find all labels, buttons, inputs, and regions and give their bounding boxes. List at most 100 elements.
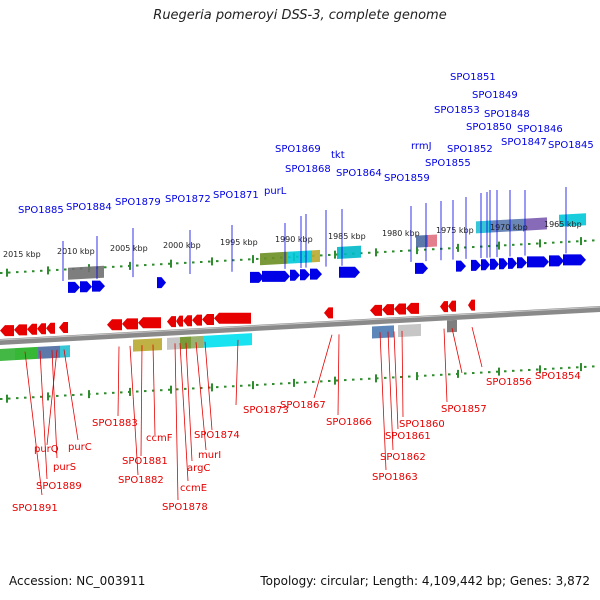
tick-dot [144, 390, 147, 393]
tick-mark [293, 378, 295, 387]
tick-dot [504, 370, 507, 373]
reverse-gene-label: SPO1878 [162, 502, 208, 513]
tick-dot [224, 259, 227, 262]
tick-dot [224, 385, 227, 388]
annotation-track [416, 234, 428, 248]
forward-gene-label: SPO1884 [66, 202, 112, 213]
forward-gene-arrow [517, 257, 527, 269]
reverse-leader [179, 343, 189, 482]
reverse-leader [152, 344, 156, 436]
forward-gene-arrow [456, 260, 466, 272]
reverse-gene-arrow [37, 323, 46, 335]
annotation-track [287, 250, 312, 264]
annotation-track [398, 323, 421, 338]
tick-mark [211, 257, 213, 266]
reverse-gene-arrow [46, 322, 55, 334]
tick-mark [375, 374, 377, 383]
tick-dot [400, 250, 403, 252]
tick-dot [8, 271, 11, 274]
tick-dot [352, 378, 355, 381]
reverse-gene-label: SPO1883 [92, 418, 138, 429]
tick-dot [96, 392, 99, 395]
reverse-leader [51, 350, 58, 459]
reverse-gene-label: SPO1861 [385, 431, 431, 442]
reverse-gene-label: purC [68, 442, 92, 453]
forward-gene-label: SPO1845 [548, 140, 594, 151]
reverse-gene-label: SPO1863 [372, 472, 418, 483]
tick-dot [184, 261, 187, 264]
tick-dot [40, 269, 43, 272]
tick-dot [160, 389, 163, 392]
forward-gene-arrow [290, 269, 300, 281]
reverse-gene-arrow [214, 312, 251, 324]
tick-dot [472, 372, 475, 375]
tick-dot [56, 268, 59, 271]
reverse-leader [174, 343, 179, 501]
reverse-leader [235, 339, 239, 406]
forward-gene-label: SPO1869 [275, 144, 321, 155]
forward-gene-label: tkt [331, 150, 345, 161]
forward-gene-label: SPO1851 [450, 72, 496, 83]
tick-dot [32, 270, 35, 273]
tick-dot [8, 397, 11, 400]
tick-dot [464, 372, 467, 375]
reverse-gene-arrow [107, 319, 122, 331]
tick-dot [64, 268, 67, 271]
forward-gene-label: SPO1847 [501, 137, 547, 148]
tick-dot [328, 379, 331, 382]
tick-mark [47, 392, 49, 401]
tick-dot [296, 381, 299, 384]
tick-mark [211, 383, 213, 392]
tick-dot [56, 394, 59, 397]
tick-dot [576, 366, 579, 369]
accession-text: Accession: NC_003911 [9, 574, 146, 588]
scale-label: 1985 kbp [328, 232, 366, 241]
tick-dot [520, 243, 523, 246]
tick-dot [392, 250, 395, 253]
topology-text: Topology: circular; Length: 4,109,442 bp… [260, 574, 590, 588]
tick-dot [16, 397, 19, 400]
tick-dot [512, 369, 515, 372]
tick-dot [24, 270, 27, 273]
scale-label: 1995 kbp [220, 238, 258, 247]
tick-mark [170, 385, 172, 394]
tick-mark [6, 394, 8, 403]
annotation-track [60, 345, 70, 358]
reverse-leader [24, 351, 43, 496]
tick-dot [544, 242, 547, 245]
annotation-track [260, 251, 287, 266]
forward-gene-arrow [563, 254, 586, 266]
tick-dot [400, 376, 403, 378]
forward-gene-arrow [92, 280, 105, 292]
tick-dot [200, 387, 203, 389]
forward-gene-arrow [527, 256, 549, 268]
tick-dot [0, 398, 3, 400]
feature-tracks [0, 213, 586, 361]
tick-dot [552, 367, 555, 370]
reverse-gene-arrow [370, 304, 382, 316]
reverse-gene-arrow [176, 315, 183, 327]
tick-dot [432, 248, 435, 251]
tick-dot [336, 379, 339, 382]
annotation-track [133, 338, 162, 352]
tick-dot [392, 376, 395, 379]
reverse-gene-arrow [324, 307, 333, 319]
forward-gene-label: SPO1864 [336, 168, 382, 179]
scale-label: 1970 kbp [490, 223, 528, 232]
tick-dot [504, 244, 507, 247]
reverse-gene-arrow [183, 315, 192, 327]
annotation-track [428, 234, 437, 247]
tick-mark [129, 387, 131, 396]
forward-gene-arrow [80, 281, 92, 293]
tick-dot [464, 246, 467, 249]
tick-dot [584, 365, 587, 368]
annotation-track [191, 335, 203, 349]
tick-dot [24, 396, 27, 399]
annotation-track [167, 337, 180, 350]
forward-gene-label: SPO1846 [517, 124, 563, 135]
tick-mark [498, 241, 500, 250]
forward-gene-arrow [471, 259, 481, 271]
tick-dot [496, 370, 499, 373]
reverse-gene-label: SPO1862 [380, 452, 426, 463]
